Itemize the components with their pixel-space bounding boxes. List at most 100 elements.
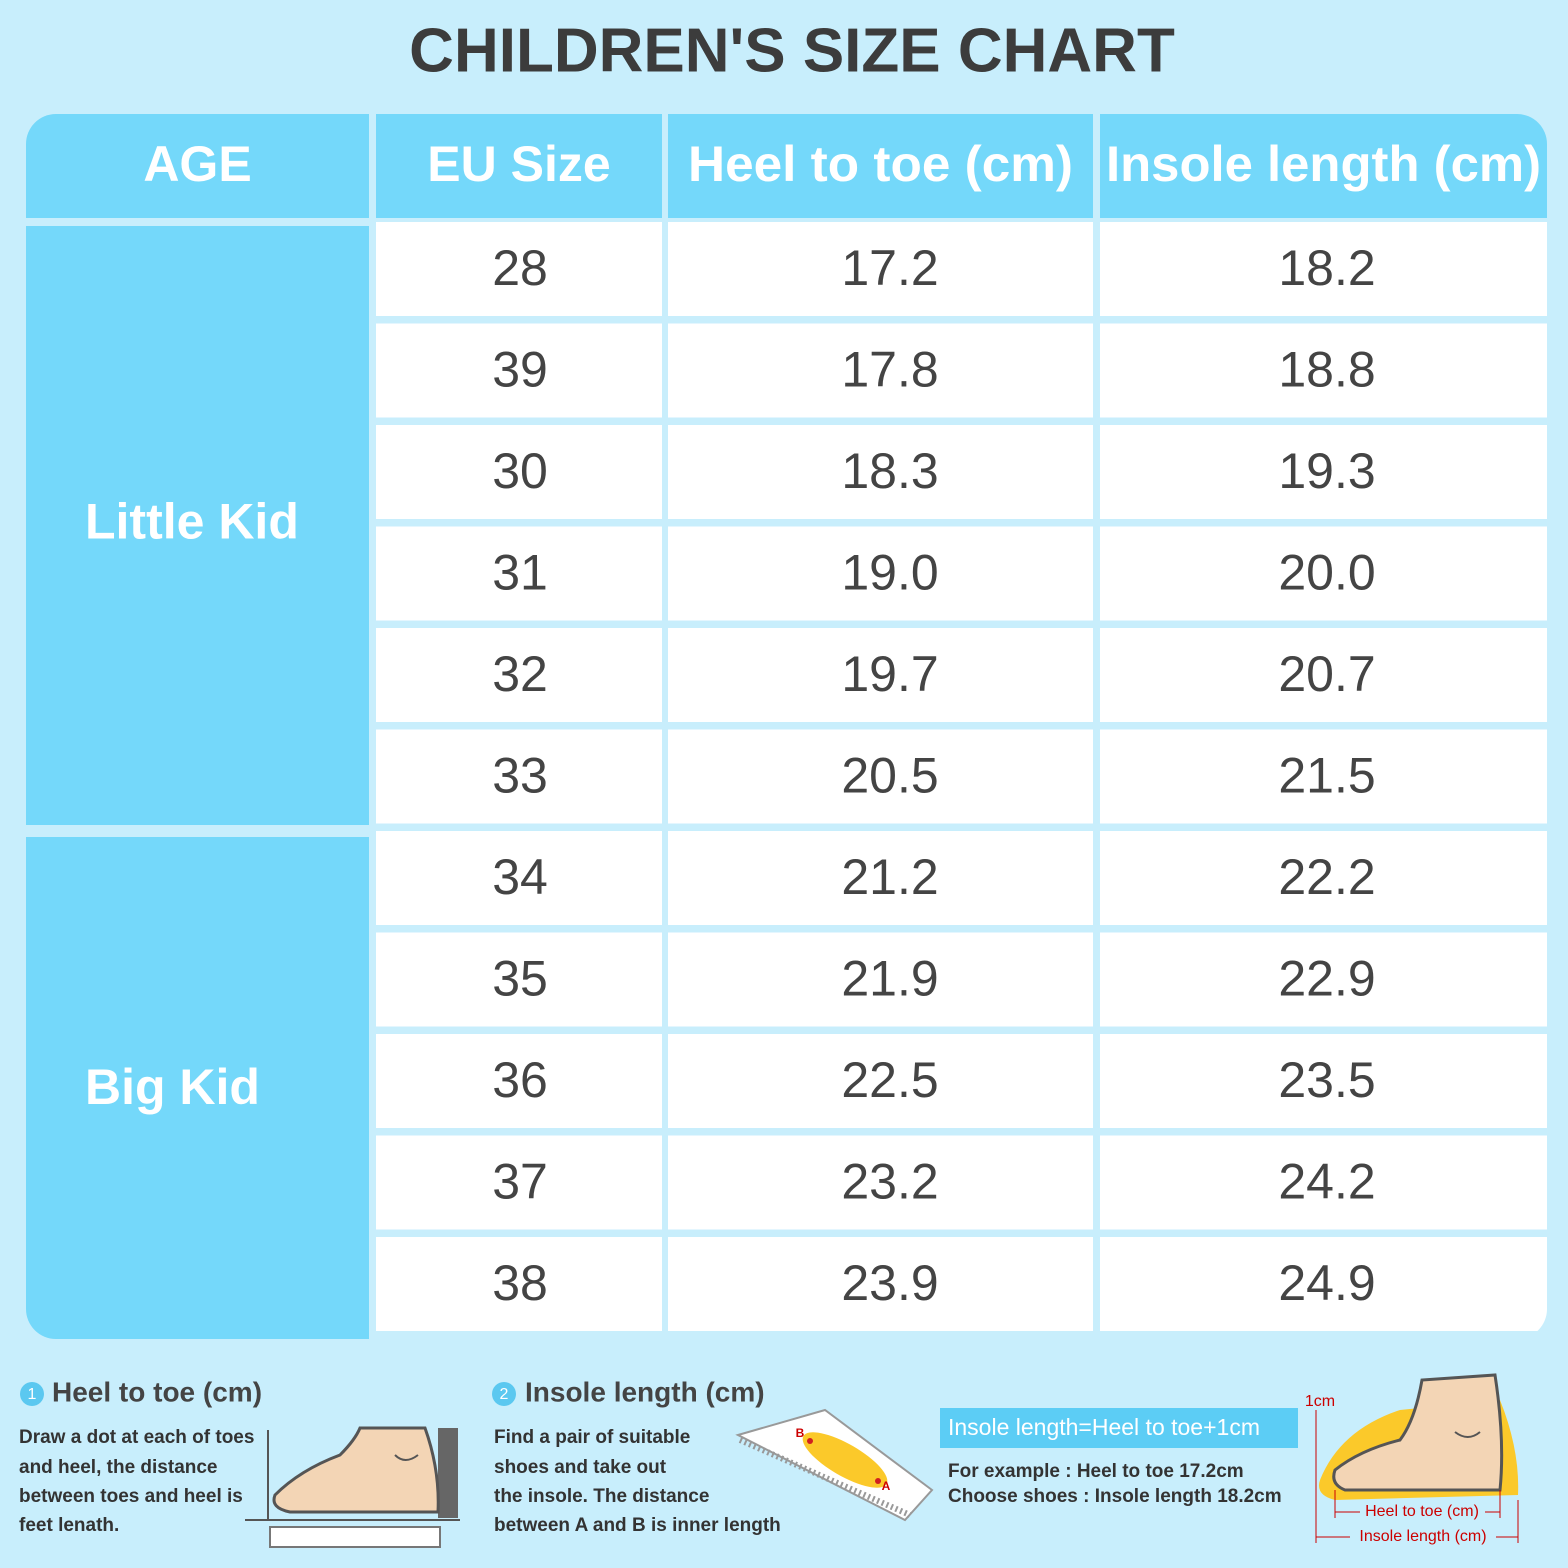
- cell: [668, 425, 1093, 519]
- cell-text: 30: [492, 443, 548, 499]
- step-text: shoes and take out: [494, 1457, 667, 1478]
- cell-text: 20.7: [1278, 646, 1375, 702]
- cell: [668, 831, 1093, 925]
- cell: [1100, 222, 1547, 316]
- cell-text: 34: [492, 849, 548, 905]
- cell: [376, 222, 662, 316]
- cell-text: 35: [492, 951, 548, 1007]
- cell-text: 19.7: [841, 646, 938, 702]
- cell: [376, 1135, 662, 1230]
- cell-text: 17.2: [841, 240, 938, 296]
- cell: [1100, 1034, 1547, 1128]
- cell: [376, 628, 662, 722]
- cell: [1100, 526, 1547, 621]
- diagram-label: Insole length (cm): [1359, 1528, 1486, 1545]
- cell: [376, 831, 662, 925]
- title: CHILDREN'S SIZE CHART: [409, 16, 1175, 85]
- cell: [376, 425, 662, 519]
- step-number: 2: [500, 1386, 509, 1403]
- step-text: the insole. The distance: [494, 1486, 709, 1507]
- header-cell: [26, 114, 369, 218]
- cell: [1100, 323, 1547, 418]
- group-label: Big Kid: [85, 1059, 260, 1115]
- cell-text: 33: [492, 748, 548, 804]
- cell: [1100, 729, 1547, 824]
- cell: [668, 729, 1093, 824]
- cell: [376, 932, 662, 1027]
- diagram-label: 1cm: [1305, 1393, 1335, 1410]
- cell: [376, 526, 662, 621]
- cell-text: 19.3: [1278, 443, 1375, 499]
- step-text: between toes and heel is: [19, 1486, 243, 1507]
- group-label: Little Kid: [85, 494, 299, 550]
- cell-text: 31: [492, 545, 548, 601]
- group-cell: [26, 837, 369, 1339]
- cell-text: 19.0: [841, 545, 938, 601]
- cell-text: 18.8: [1278, 342, 1375, 398]
- header-cell: [668, 114, 1093, 218]
- cell: [668, 932, 1093, 1027]
- step-text: Draw a dot at each of toes: [19, 1427, 254, 1448]
- cell: [376, 729, 662, 824]
- cell: [668, 1135, 1093, 1230]
- step-number: 1: [28, 1386, 37, 1403]
- step-text: Find a pair of suitable: [494, 1427, 690, 1448]
- cell-text: 39: [492, 342, 548, 398]
- step-badge: [492, 1382, 516, 1406]
- diagram-label: Heel to toe (cm): [1365, 1503, 1479, 1520]
- header-text: EU Size: [427, 136, 610, 192]
- cell: [668, 628, 1093, 722]
- example-text: Choose shoes : Insole length 18.2cm: [948, 1486, 1282, 1507]
- cell-text: 32: [492, 646, 548, 702]
- formula-box: [940, 1408, 1298, 1448]
- insole-illustration: B A: [735, 1408, 934, 1522]
- cell: [1100, 932, 1547, 1027]
- foot-illustration: [245, 1426, 460, 1548]
- cell-text: 22.9: [1278, 951, 1375, 1007]
- cell: [668, 1237, 1093, 1331]
- step-text: feet lenath.: [19, 1515, 119, 1536]
- cell-text: 36: [492, 1052, 548, 1108]
- header-text: Heel to toe (cm): [688, 136, 1073, 192]
- point-label: A: [882, 1479, 891, 1493]
- header-text: Insole length (cm): [1106, 136, 1541, 192]
- table: AGE EU Size Heel to toe (cm) Insole length …: [26, 114, 1547, 1339]
- cell: [668, 1034, 1093, 1128]
- cell-text: 21.5: [1278, 748, 1375, 804]
- cell-text: 38: [492, 1255, 548, 1311]
- cell-text: 23.9: [841, 1255, 938, 1311]
- cell-text: 21.9: [841, 951, 938, 1007]
- cell-text: 28: [492, 240, 548, 296]
- cell-text: 24.2: [1278, 1154, 1375, 1210]
- cell-text: 21.2: [841, 849, 938, 905]
- cell-text: 23.2: [841, 1154, 938, 1210]
- step-title: Heel to toe (cm): [52, 1376, 262, 1407]
- step-text: and heel, the distance: [19, 1457, 218, 1478]
- cell: [1100, 831, 1547, 925]
- header-text: AGE: [143, 136, 251, 192]
- cell: [1100, 425, 1547, 519]
- header-cell: [376, 114, 662, 218]
- step-title: Insole length (cm): [525, 1376, 765, 1407]
- cell-text: 37: [492, 1154, 548, 1210]
- cell-text: 18.2: [1278, 240, 1375, 296]
- cell: [1100, 1135, 1547, 1230]
- cell-text: 17.8: [841, 342, 938, 398]
- cell: [376, 323, 662, 418]
- step-text: between A and B is inner length: [494, 1515, 781, 1536]
- example-text: For example : Heel to toe 17.2cm: [948, 1461, 1244, 1482]
- cell-text: 23.5: [1278, 1052, 1375, 1108]
- cell: [376, 1034, 662, 1128]
- cell-text: 22.2: [1278, 849, 1375, 905]
- cell: [668, 526, 1093, 621]
- length-diagram: 1cm Heel to toe (cm) Insole length (cm): [1305, 1373, 1519, 1545]
- cell: [668, 323, 1093, 418]
- header-cell: [1100, 114, 1547, 218]
- point-label: B: [796, 1426, 805, 1440]
- step-badge: [20, 1382, 44, 1406]
- cell-text: 20.0: [1278, 545, 1375, 601]
- cell-text: 22.5: [841, 1052, 938, 1108]
- cell: [668, 222, 1093, 316]
- cell-text: 20.5: [841, 748, 938, 804]
